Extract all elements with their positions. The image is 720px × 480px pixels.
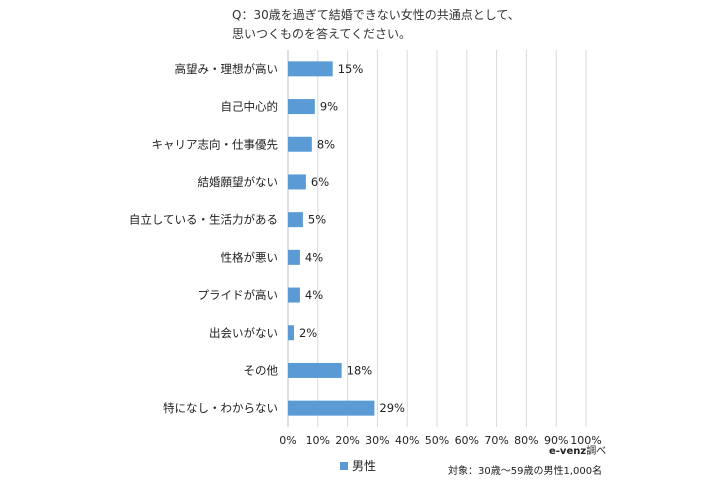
bar bbox=[288, 212, 303, 228]
x-tick-label: 10% bbox=[306, 434, 330, 447]
source-note: e-venz調べ bbox=[549, 442, 606, 457]
bar bbox=[288, 249, 300, 265]
bar bbox=[288, 99, 315, 115]
category-label: プライドが高い bbox=[198, 288, 279, 302]
category-label: 自己中心的 bbox=[221, 100, 279, 114]
value-label: 2% bbox=[299, 326, 317, 340]
x-tick-label: 40% bbox=[395, 434, 419, 447]
bar bbox=[288, 61, 333, 77]
value-label: 4% bbox=[305, 250, 323, 264]
category-label: 特になし・わからない bbox=[163, 401, 278, 415]
legend-swatch bbox=[340, 461, 348, 470]
bar bbox=[288, 136, 312, 152]
chart-title-line-1: Q：30歳を過ぎて結婚できない女性の共通点として、 bbox=[232, 8, 520, 22]
x-tick-label: 0% bbox=[279, 434, 296, 447]
category-label: 出会いがない bbox=[209, 326, 278, 340]
bar bbox=[288, 400, 375, 416]
value-label: 6% bbox=[311, 175, 329, 189]
value-label: 18% bbox=[347, 363, 373, 377]
target-note: 対象：30歳～59歳の男性1,000名 bbox=[448, 466, 603, 477]
category-label: 自立している・生活力がある bbox=[129, 213, 278, 227]
bar bbox=[288, 325, 294, 341]
value-label: 8% bbox=[317, 137, 335, 151]
x-tick-label: 30% bbox=[365, 434, 389, 447]
x-tick-label: 80% bbox=[514, 434, 538, 447]
value-label: 29% bbox=[379, 401, 405, 415]
source-brand: e-venz bbox=[549, 446, 587, 457]
legend: 男性 bbox=[340, 457, 376, 474]
legend-label: 男性 bbox=[352, 459, 377, 473]
x-tick-label: 100% bbox=[570, 434, 601, 447]
x-tick-label: 50% bbox=[425, 434, 449, 447]
bar bbox=[288, 174, 306, 190]
x-tick-label: 70% bbox=[484, 434, 508, 447]
source-suffix: 調べ bbox=[586, 446, 607, 457]
bar bbox=[288, 362, 342, 378]
category-label: 性格が悪い bbox=[221, 250, 279, 264]
value-label: 4% bbox=[305, 288, 323, 302]
category-label: その他 bbox=[244, 363, 279, 377]
category-label: 結婚願望がない bbox=[198, 175, 279, 189]
x-tick-label: 60% bbox=[455, 434, 479, 447]
bar bbox=[288, 287, 300, 303]
category-label: キャリア志向・仕事優先 bbox=[152, 137, 279, 151]
value-label: 15% bbox=[338, 62, 364, 76]
x-tick-label: 20% bbox=[335, 434, 359, 447]
chart-title-line-2: 思いつくものを答えてください。 bbox=[232, 27, 412, 41]
category-label: 高望み・理想が高い bbox=[175, 62, 279, 76]
x-tick-label: 90% bbox=[544, 434, 568, 447]
value-label: 9% bbox=[320, 100, 338, 114]
value-label: 5% bbox=[308, 213, 326, 227]
